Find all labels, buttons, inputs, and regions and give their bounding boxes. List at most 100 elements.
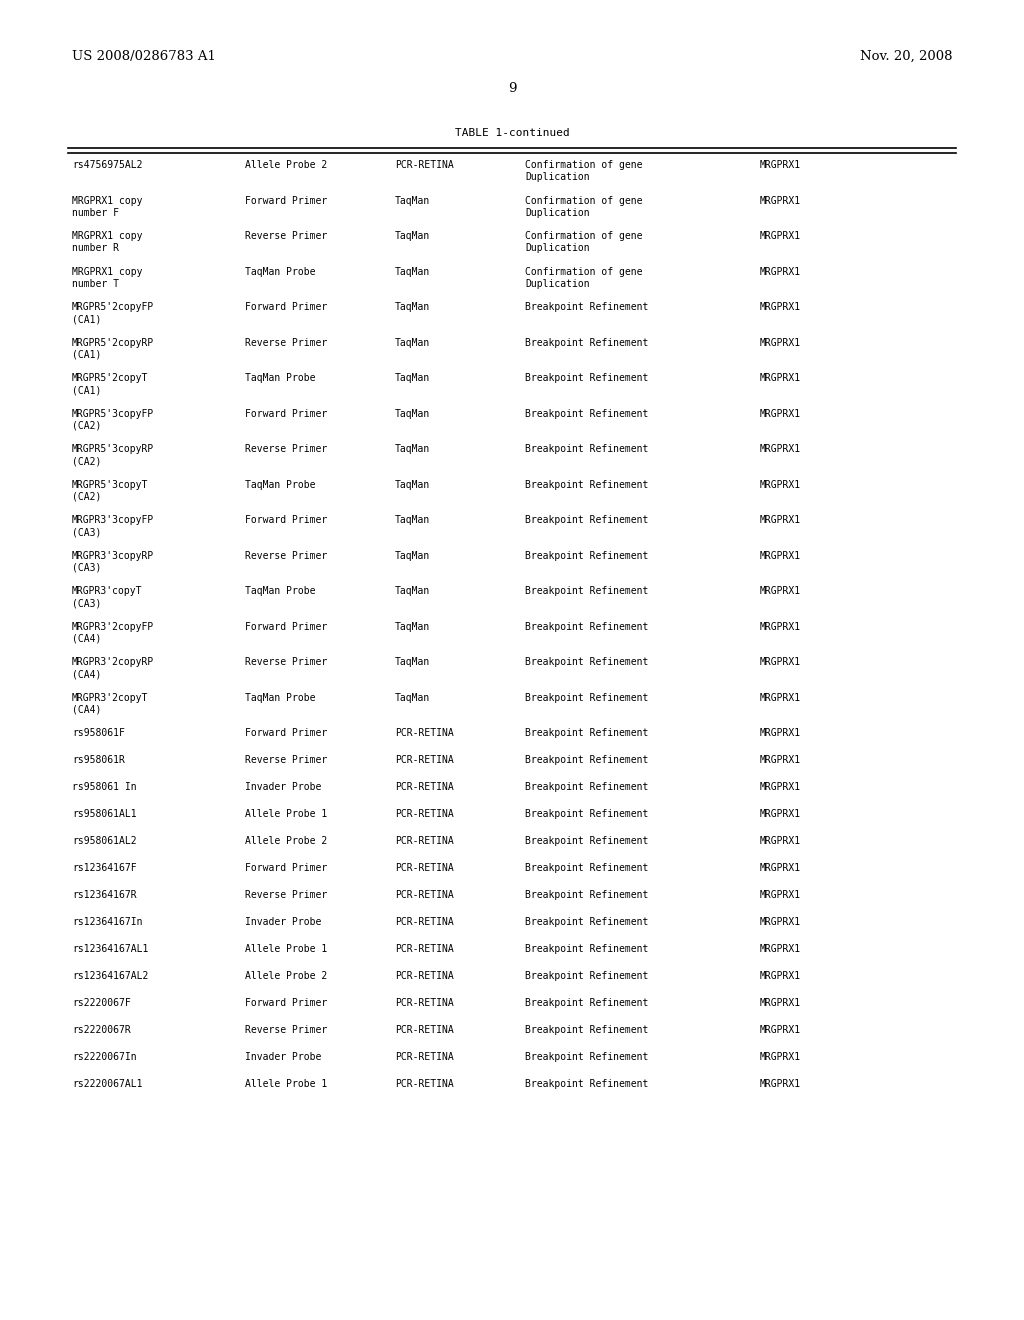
Text: Forward Primer: Forward Primer bbox=[245, 408, 328, 418]
Text: MRGPRX1: MRGPRX1 bbox=[760, 1052, 801, 1063]
Text: PCR-RETINA: PCR-RETINA bbox=[395, 809, 454, 818]
Text: MRGPRX1: MRGPRX1 bbox=[760, 972, 801, 981]
Text: Reverse Primer: Reverse Primer bbox=[245, 231, 328, 242]
Text: Allele Probe 2: Allele Probe 2 bbox=[245, 160, 328, 170]
Text: Breakpoint Refinement: Breakpoint Refinement bbox=[525, 972, 648, 981]
Text: TaqMan: TaqMan bbox=[395, 693, 430, 702]
Text: MRGPR3'2copyFP
(CA4): MRGPR3'2copyFP (CA4) bbox=[72, 622, 155, 644]
Text: Reverse Primer: Reverse Primer bbox=[245, 755, 328, 766]
Text: MRGPRX1: MRGPRX1 bbox=[760, 781, 801, 792]
Text: MRGPR3'3copyFP
(CA3): MRGPR3'3copyFP (CA3) bbox=[72, 515, 155, 537]
Text: US 2008/0286783 A1: US 2008/0286783 A1 bbox=[72, 50, 216, 63]
Text: TaqMan: TaqMan bbox=[395, 195, 430, 206]
Text: rs12364167In: rs12364167In bbox=[72, 917, 142, 927]
Text: MRGPRX1: MRGPRX1 bbox=[760, 302, 801, 312]
Text: rs958061F: rs958061F bbox=[72, 729, 125, 738]
Text: Forward Primer: Forward Primer bbox=[245, 998, 328, 1008]
Text: MRGPRX1: MRGPRX1 bbox=[760, 338, 801, 347]
Text: PCR-RETINA: PCR-RETINA bbox=[395, 890, 454, 900]
Text: Breakpoint Refinement: Breakpoint Refinement bbox=[525, 1078, 648, 1089]
Text: Breakpoint Refinement: Breakpoint Refinement bbox=[525, 693, 648, 702]
Text: rs12364167AL1: rs12364167AL1 bbox=[72, 944, 148, 954]
Text: Forward Primer: Forward Primer bbox=[245, 515, 328, 525]
Text: Breakpoint Refinement: Breakpoint Refinement bbox=[525, 1052, 648, 1063]
Text: TaqMan: TaqMan bbox=[395, 302, 430, 312]
Text: rs12364167F: rs12364167F bbox=[72, 863, 136, 873]
Text: Reverse Primer: Reverse Primer bbox=[245, 657, 328, 667]
Text: Breakpoint Refinement: Breakpoint Refinement bbox=[525, 755, 648, 766]
Text: Breakpoint Refinement: Breakpoint Refinement bbox=[525, 444, 648, 454]
Text: MRGPRX1: MRGPRX1 bbox=[760, 809, 801, 818]
Text: rs958061 In: rs958061 In bbox=[72, 781, 136, 792]
Text: MRGPRX1: MRGPRX1 bbox=[760, 755, 801, 766]
Text: MRGPRX1: MRGPRX1 bbox=[760, 408, 801, 418]
Text: rs958061AL2: rs958061AL2 bbox=[72, 836, 136, 846]
Text: MRGPRX1: MRGPRX1 bbox=[760, 917, 801, 927]
Text: MRGPRX1 copy
number R: MRGPRX1 copy number R bbox=[72, 231, 142, 253]
Text: Allele Probe 1: Allele Probe 1 bbox=[245, 1078, 328, 1089]
Text: MRGPRX1: MRGPRX1 bbox=[760, 657, 801, 667]
Text: TaqMan Probe: TaqMan Probe bbox=[245, 374, 315, 383]
Text: Allele Probe 1: Allele Probe 1 bbox=[245, 809, 328, 818]
Text: MRGPRX1: MRGPRX1 bbox=[760, 550, 801, 561]
Text: PCR-RETINA: PCR-RETINA bbox=[395, 1078, 454, 1089]
Text: TaqMan: TaqMan bbox=[395, 338, 430, 347]
Text: Breakpoint Refinement: Breakpoint Refinement bbox=[525, 998, 648, 1008]
Text: rs958061AL1: rs958061AL1 bbox=[72, 809, 136, 818]
Text: MRGPR3'copyT
(CA3): MRGPR3'copyT (CA3) bbox=[72, 586, 142, 609]
Text: TaqMan: TaqMan bbox=[395, 444, 430, 454]
Text: MRGPRX1: MRGPRX1 bbox=[760, 729, 801, 738]
Text: MRGPRX1: MRGPRX1 bbox=[760, 1078, 801, 1089]
Text: TaqMan Probe: TaqMan Probe bbox=[245, 267, 315, 276]
Text: MRGPRX1: MRGPRX1 bbox=[760, 693, 801, 702]
Text: TaqMan: TaqMan bbox=[395, 479, 430, 490]
Text: MRGPR5'3copyRP
(CA2): MRGPR5'3copyRP (CA2) bbox=[72, 444, 155, 466]
Text: TaqMan: TaqMan bbox=[395, 657, 430, 667]
Text: TaqMan: TaqMan bbox=[395, 515, 430, 525]
Text: MRGPR3'3copyRP
(CA3): MRGPR3'3copyRP (CA3) bbox=[72, 550, 155, 573]
Text: TaqMan Probe: TaqMan Probe bbox=[245, 586, 315, 597]
Text: TaqMan: TaqMan bbox=[395, 622, 430, 631]
Text: Invader Probe: Invader Probe bbox=[245, 1052, 322, 1063]
Text: PCR-RETINA: PCR-RETINA bbox=[395, 729, 454, 738]
Text: TaqMan Probe: TaqMan Probe bbox=[245, 479, 315, 490]
Text: Breakpoint Refinement: Breakpoint Refinement bbox=[525, 809, 648, 818]
Text: MRGPRX1: MRGPRX1 bbox=[760, 836, 801, 846]
Text: MRGPR3'2copyRP
(CA4): MRGPR3'2copyRP (CA4) bbox=[72, 657, 155, 678]
Text: MRGPR5'2copyRP
(CA1): MRGPR5'2copyRP (CA1) bbox=[72, 338, 155, 359]
Text: MRGPRX1 copy
number T: MRGPRX1 copy number T bbox=[72, 267, 142, 289]
Text: rs12364167R: rs12364167R bbox=[72, 890, 136, 900]
Text: MRGPR5'3copyT
(CA2): MRGPR5'3copyT (CA2) bbox=[72, 479, 148, 502]
Text: Breakpoint Refinement: Breakpoint Refinement bbox=[525, 863, 648, 873]
Text: MRGPRX1: MRGPRX1 bbox=[760, 863, 801, 873]
Text: Allele Probe 2: Allele Probe 2 bbox=[245, 836, 328, 846]
Text: Breakpoint Refinement: Breakpoint Refinement bbox=[525, 338, 648, 347]
Text: Breakpoint Refinement: Breakpoint Refinement bbox=[525, 917, 648, 927]
Text: TaqMan: TaqMan bbox=[395, 267, 430, 276]
Text: MRGPRX1 copy
number F: MRGPRX1 copy number F bbox=[72, 195, 142, 218]
Text: MRGPRX1: MRGPRX1 bbox=[760, 374, 801, 383]
Text: MRGPRX1: MRGPRX1 bbox=[760, 1026, 801, 1035]
Text: Breakpoint Refinement: Breakpoint Refinement bbox=[525, 890, 648, 900]
Text: MRGPR3'2copyT
(CA4): MRGPR3'2copyT (CA4) bbox=[72, 693, 148, 714]
Text: Confirmation of gene
Duplication: Confirmation of gene Duplication bbox=[525, 160, 642, 182]
Text: PCR-RETINA: PCR-RETINA bbox=[395, 755, 454, 766]
Text: TaqMan: TaqMan bbox=[395, 586, 430, 597]
Text: rs4756975AL2: rs4756975AL2 bbox=[72, 160, 142, 170]
Text: Allele Probe 1: Allele Probe 1 bbox=[245, 944, 328, 954]
Text: MRGPRX1: MRGPRX1 bbox=[760, 586, 801, 597]
Text: Breakpoint Refinement: Breakpoint Refinement bbox=[525, 586, 648, 597]
Text: Breakpoint Refinement: Breakpoint Refinement bbox=[525, 836, 648, 846]
Text: 9: 9 bbox=[508, 82, 516, 95]
Text: MRGPRX1: MRGPRX1 bbox=[760, 622, 801, 631]
Text: Confirmation of gene
Duplication: Confirmation of gene Duplication bbox=[525, 231, 642, 253]
Text: Reverse Primer: Reverse Primer bbox=[245, 338, 328, 347]
Text: Breakpoint Refinement: Breakpoint Refinement bbox=[525, 408, 648, 418]
Text: MRGPRX1: MRGPRX1 bbox=[760, 195, 801, 206]
Text: TaqMan: TaqMan bbox=[395, 374, 430, 383]
Text: TaqMan: TaqMan bbox=[395, 408, 430, 418]
Text: PCR-RETINA: PCR-RETINA bbox=[395, 998, 454, 1008]
Text: MRGPRX1: MRGPRX1 bbox=[760, 890, 801, 900]
Text: Breakpoint Refinement: Breakpoint Refinement bbox=[525, 729, 648, 738]
Text: TaqMan: TaqMan bbox=[395, 231, 430, 242]
